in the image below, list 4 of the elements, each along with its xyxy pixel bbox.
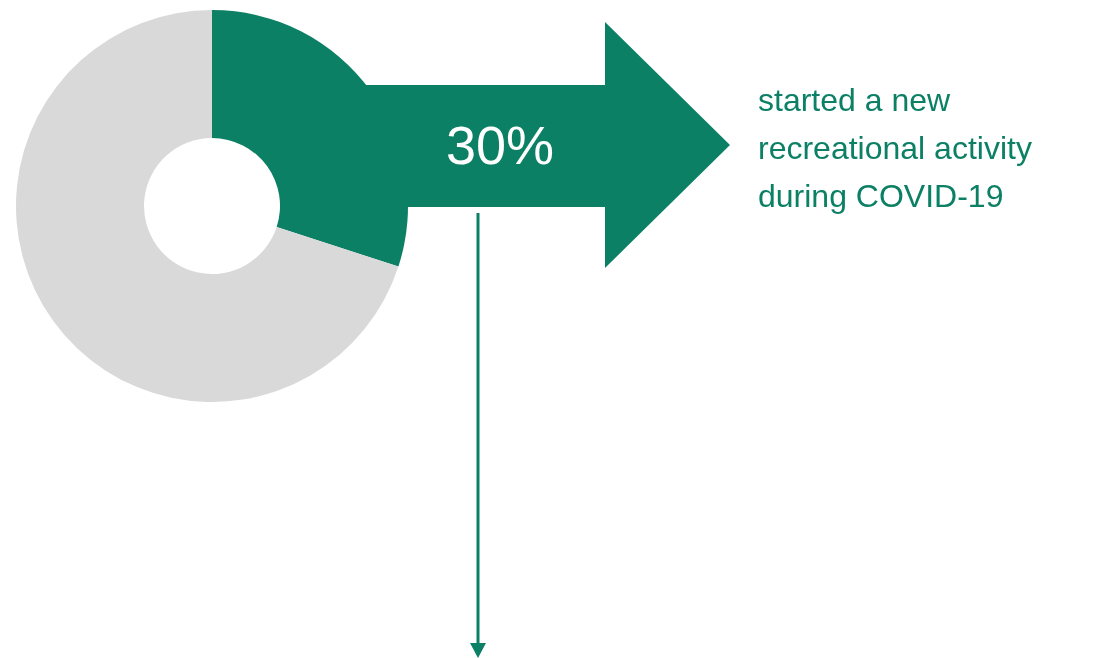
donut-slice <box>212 10 408 267</box>
donut-slice <box>16 10 399 402</box>
data-label: 30% <box>444 114 556 177</box>
text: started a new recreational activity during COVID-19 <box>758 81 1033 216</box>
